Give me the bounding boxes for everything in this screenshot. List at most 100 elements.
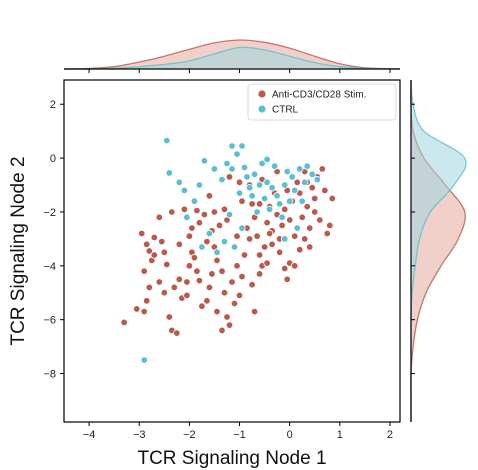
stim-point [293, 178, 301, 186]
stim-point [223, 313, 231, 321]
ctrl-point [190, 197, 199, 205]
stim-point [260, 243, 269, 251]
y-tick-label: −6 [43, 315, 56, 327]
stim-point [195, 276, 204, 285]
ctrl-point [140, 356, 148, 364]
stim-point [140, 307, 148, 316]
stim-point [225, 321, 234, 329]
ctrl-point [165, 169, 173, 177]
ctrl-point [250, 170, 259, 178]
ctrl-point [265, 205, 274, 213]
y-tick-label: −8 [43, 369, 56, 381]
stim-point [286, 216, 294, 224]
stim-point [180, 205, 189, 213]
stim-point [208, 270, 216, 278]
stim-point [160, 248, 168, 256]
stim-point [220, 205, 229, 213]
ctrl-point [205, 229, 214, 238]
stim-point [328, 194, 336, 203]
stim-point [306, 224, 314, 232]
stim-point [145, 247, 153, 255]
stim-point [205, 283, 214, 292]
ctrl-point [288, 173, 296, 181]
stim-point [185, 262, 194, 270]
stim-point [323, 229, 331, 238]
legend-label-stim: Anti-CD3/CD28 Stim. [272, 90, 366, 101]
stim-point [188, 224, 196, 232]
ctrl-point [210, 165, 219, 173]
stim-point [213, 307, 221, 316]
ctrl-point [243, 173, 251, 181]
ctrl-point [291, 186, 299, 195]
stim-point [155, 213, 163, 221]
ctrl-point [200, 157, 209, 165]
stim-point [303, 202, 311, 211]
ctrl-point [293, 224, 301, 232]
stim-point [170, 283, 178, 292]
ctrl-point [220, 237, 229, 246]
x-axis-title: TCR Signaling Node 1 [137, 448, 326, 469]
stim-point [291, 262, 299, 270]
stim-point [301, 235, 309, 243]
ctrl-point [268, 183, 276, 192]
stim-point [185, 232, 194, 240]
ctrl-point [195, 181, 204, 189]
ctrl-point [278, 213, 286, 221]
stim-point [193, 267, 201, 275]
stim-point [200, 210, 209, 219]
stim-point [240, 251, 249, 259]
ctrl-point [260, 194, 269, 203]
stim-point [155, 278, 163, 286]
ctrl-point [253, 208, 261, 216]
ctrl-point [230, 243, 239, 251]
stim-point [250, 307, 259, 316]
ctrl-point [175, 178, 183, 186]
stim-point [265, 229, 274, 238]
ctrl-point [225, 210, 234, 219]
ctrl-point [296, 165, 304, 173]
ctrl-point [245, 183, 254, 192]
ctrl-point [238, 224, 246, 232]
stim-point [255, 270, 264, 278]
stim-point [220, 289, 229, 297]
ctrl-point [198, 243, 206, 251]
y-density-ctrl-fill [410, 80, 467, 422]
scatter-points [120, 136, 336, 364]
legend-marker-stim [257, 89, 267, 99]
ctrl-point [248, 192, 256, 200]
stim-point [198, 302, 206, 310]
y-tick-label: 0 [50, 153, 56, 165]
ctrl-point [163, 136, 171, 145]
stim-point [173, 329, 181, 337]
ctrl-point [183, 213, 191, 221]
ctrl-point [238, 142, 246, 150]
stim-point [298, 213, 306, 221]
stim-point [142, 240, 151, 248]
stim-point [203, 297, 211, 305]
y-axis-title: TCR Signaling Node 2 [8, 156, 29, 345]
stim-point [248, 200, 256, 208]
stim-point [268, 240, 276, 248]
ctrl-point [303, 162, 311, 170]
stim-point [245, 235, 254, 243]
x-tick-label: −4 [83, 429, 96, 441]
ctrl-point [223, 159, 231, 168]
stim-point [255, 251, 264, 259]
stim-point [193, 206, 201, 215]
legend: Anti-CD3/CD28 Stim. CTRL [247, 83, 397, 121]
stim-point [306, 243, 314, 251]
legend-marker-ctrl [257, 104, 267, 114]
plot-area [63, 79, 401, 423]
stim-point [150, 251, 158, 259]
stim-point [213, 256, 221, 265]
x-tick-label: −3 [133, 429, 146, 441]
stim-point [283, 275, 291, 283]
stim-point [296, 245, 304, 254]
ctrl-point [286, 197, 294, 205]
y-tick-label: 2 [50, 99, 56, 111]
ctrl-point [298, 197, 306, 205]
stim-point [140, 267, 148, 275]
stim-point [281, 205, 289, 213]
y-tick-label: −4 [43, 261, 56, 273]
stim-point [145, 283, 153, 292]
